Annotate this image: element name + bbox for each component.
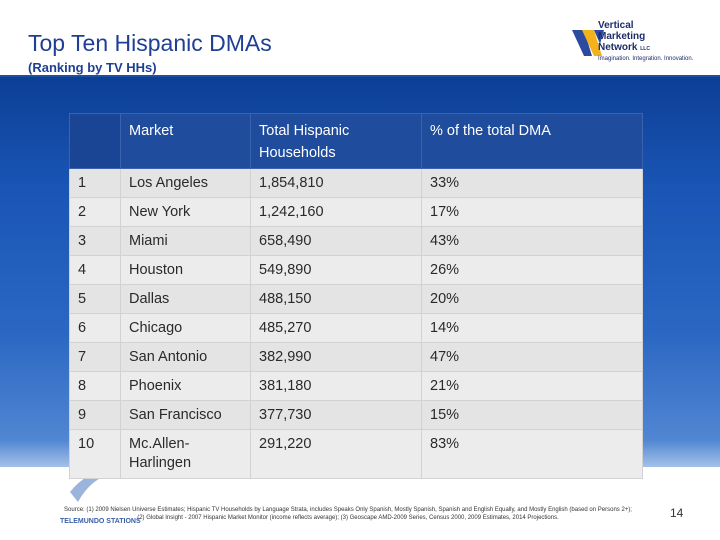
source-line-2: (2) Global Insight - 2007 Hispanic Marke… (137, 515, 559, 521)
header-market: Market (120, 113, 251, 169)
market-cell: Miami (120, 226, 251, 256)
table-row: 1 Los Angeles 1,854,810 33% (69, 168, 643, 198)
percent-cell: 43% (421, 226, 643, 256)
table-row: 10 Mc.Allen-Harlingen 291,220 83% (69, 429, 643, 479)
vmn-logo-icon (572, 30, 604, 56)
slide-subtitle: (Ranking by TV HHs) (28, 60, 157, 75)
logo-wordmark: Vertical Marketing Network LLC (598, 20, 650, 55)
households-cell: 382,990 (250, 342, 422, 372)
source-footnote: Source: (1) 2009 Nielsen Universe Estima… (48, 506, 648, 522)
households-cell: 1,854,810 (250, 168, 422, 198)
percent-cell: 21% (421, 371, 643, 401)
percent-cell: 15% (421, 400, 643, 430)
percent-cell: 47% (421, 342, 643, 372)
table-row: 7 San Antonio 382,990 47% (69, 342, 643, 372)
telemundo-brand: TELEMUNDO STATIONS (60, 518, 141, 525)
percent-cell: 14% (421, 313, 643, 343)
header-rule (0, 75, 720, 77)
rank-cell: 10 (69, 429, 121, 479)
rank-cell: 4 (69, 255, 121, 285)
logo-line-2: Marketing (598, 31, 646, 42)
market-cell: Houston (120, 255, 251, 285)
percent-cell: 20% (421, 284, 643, 314)
percent-cell: 33% (421, 168, 643, 198)
rank-cell: 1 (69, 168, 121, 198)
table-row: 4 Houston 549,890 26% (69, 255, 643, 285)
table-header-row: Market Total Hispanic Households % of th… (69, 113, 643, 169)
rank-cell: 7 (69, 342, 121, 372)
table-row: 5 Dallas 488,150 20% (69, 284, 643, 314)
market-cell: San Antonio (120, 342, 251, 372)
market-cell: New York (120, 197, 251, 227)
table-row: 2 New York 1,242,160 17% (69, 197, 643, 227)
households-cell: 1,242,160 (250, 197, 422, 227)
rank-cell: 9 (69, 400, 121, 430)
households-cell: 488,150 (250, 284, 422, 314)
logo-suffix: LLC (640, 46, 650, 52)
table-row: 8 Phoenix 381,180 21% (69, 371, 643, 401)
logo-tagline: Imagination. Integration. Innovation. (598, 56, 694, 62)
market-cell: San Francisco (120, 400, 251, 430)
market-cell: Dallas (120, 284, 251, 314)
table-row: 6 Chicago 485,270 14% (69, 313, 643, 343)
rank-cell: 2 (69, 197, 121, 227)
market-cell: Phoenix (120, 371, 251, 401)
households-cell: 291,220 (250, 429, 422, 479)
logo-line-3: Network (598, 42, 638, 53)
households-cell: 485,270 (250, 313, 422, 343)
header-rank (69, 113, 121, 169)
table-row: 9 San Francisco 377,730 15% (69, 400, 643, 430)
market-cell: Mc.Allen-Harlingen (120, 429, 251, 479)
households-cell: 549,890 (250, 255, 422, 285)
swoosh-decoration-icon (70, 471, 118, 502)
households-cell: 381,180 (250, 371, 422, 401)
logo-line-1: Vertical (598, 20, 634, 31)
rank-cell: 3 (69, 226, 121, 256)
households-cell: 658,490 (250, 226, 422, 256)
market-cell: Chicago (120, 313, 251, 343)
header-households: Total Hispanic Households (250, 113, 422, 169)
header-percent: % of the total DMA (421, 113, 643, 169)
percent-cell: 17% (421, 197, 643, 227)
source-line-1: Source: (1) 2009 Nielsen Universe Estima… (64, 507, 632, 513)
percent-cell: 26% (421, 255, 643, 285)
market-cell: Los Angeles (120, 168, 251, 198)
hispanic-dma-table: Market Total Hispanic Households % of th… (69, 113, 643, 479)
percent-cell: 83% (421, 429, 643, 479)
rank-cell: 6 (69, 313, 121, 343)
page-number: 14 (670, 506, 684, 520)
households-cell: 377,730 (250, 400, 422, 430)
rank-cell: 5 (69, 284, 121, 314)
rank-cell: 8 (69, 371, 121, 401)
table-row: 3 Miami 658,490 43% (69, 226, 643, 256)
slide-title: Top Ten Hispanic DMAs (28, 30, 272, 56)
